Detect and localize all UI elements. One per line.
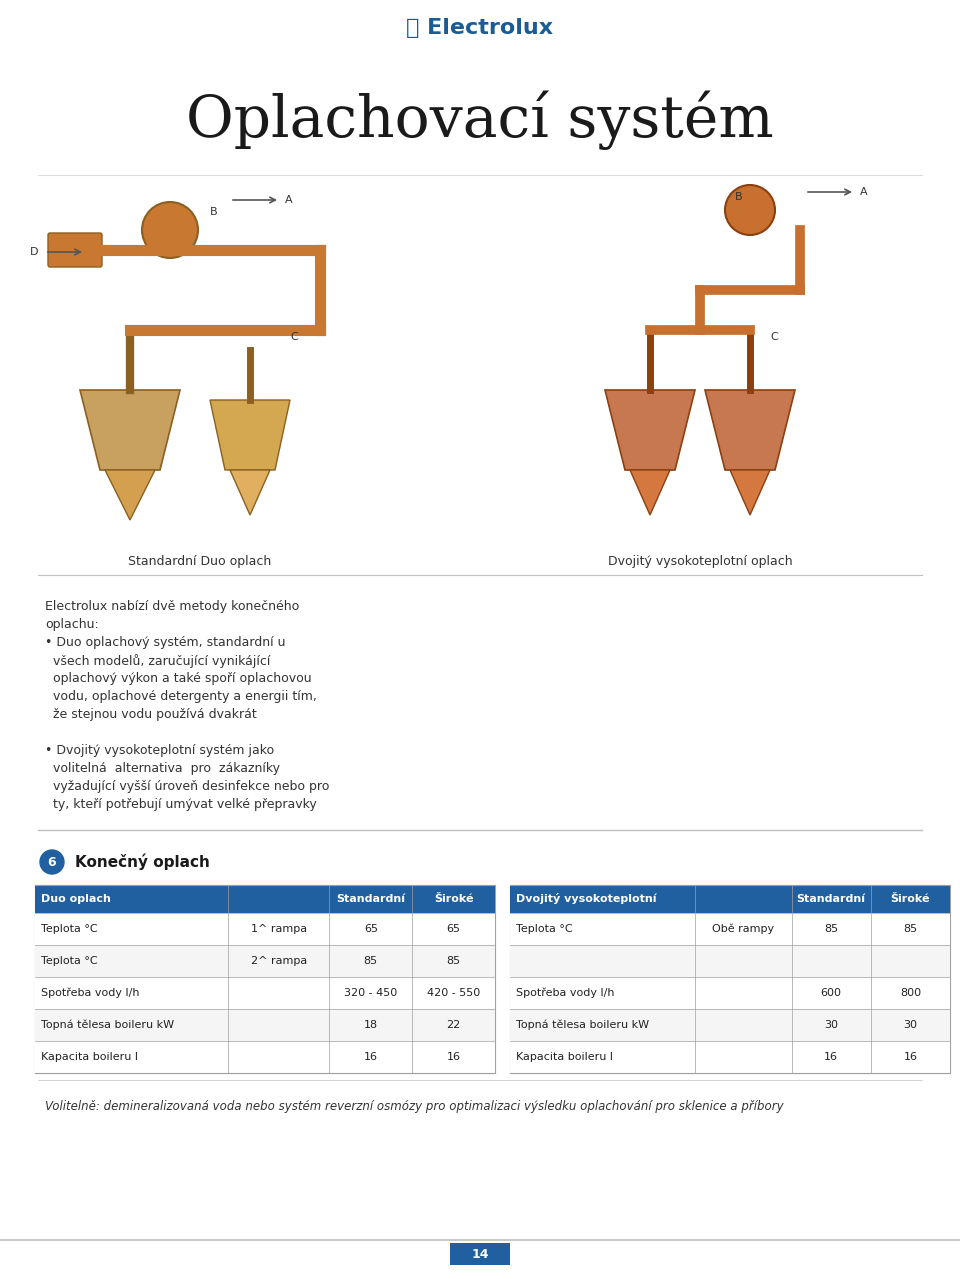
Text: 30: 30 xyxy=(825,1019,838,1030)
Text: C: C xyxy=(290,333,298,341)
Bar xyxy=(35,885,495,913)
Text: 420 - 550: 420 - 550 xyxy=(427,987,480,998)
Text: Duo oplach: Duo oplach xyxy=(41,894,110,904)
Text: Volitelně: demineralizovaná voda nebo systém reverzní osmózy pro optimalizaci vý: Volitelně: demineralizovaná voda nebo sy… xyxy=(45,1100,783,1113)
Polygon shape xyxy=(230,469,270,515)
Text: 16: 16 xyxy=(364,1053,378,1062)
Bar xyxy=(510,885,950,913)
Text: volitelná  alternativa  pro  zákazníky: volitelná alternativa pro zákazníky xyxy=(45,762,280,775)
Text: vodu, oplachové detergenty a energii tím,: vodu, oplachové detergenty a energii tím… xyxy=(45,689,317,703)
Text: 22: 22 xyxy=(446,1019,461,1030)
Text: Spotřeba vody l/h: Spotřeba vody l/h xyxy=(41,987,139,998)
Polygon shape xyxy=(210,400,290,469)
Text: Standardní: Standardní xyxy=(336,894,405,904)
Text: všech modelů, zaručující vynikájící: všech modelů, zaručující vynikájící xyxy=(45,654,271,668)
Text: 16: 16 xyxy=(446,1053,461,1062)
Text: 14: 14 xyxy=(471,1247,489,1261)
Text: že stejnou vodu používá dvakrát: že stejnou vodu používá dvakrát xyxy=(45,709,256,721)
Polygon shape xyxy=(605,390,695,469)
Text: Obě rampy: Obě rampy xyxy=(712,923,775,934)
Text: B: B xyxy=(210,207,218,217)
Text: Electrolux nabízí dvě metody konečného: Electrolux nabízí dvě metody konečného xyxy=(45,600,300,613)
Text: 65: 65 xyxy=(364,923,378,934)
Circle shape xyxy=(40,851,64,874)
Bar xyxy=(510,913,950,945)
Text: 30: 30 xyxy=(903,1019,918,1030)
Text: 85: 85 xyxy=(446,955,461,966)
Text: Standardní: Standardní xyxy=(797,894,866,904)
Bar xyxy=(510,945,950,977)
Text: Široké: Široké xyxy=(434,894,473,904)
Text: 85: 85 xyxy=(903,923,918,934)
Circle shape xyxy=(142,202,198,258)
Text: 85: 85 xyxy=(364,955,378,966)
Polygon shape xyxy=(105,469,155,521)
Text: 320 - 450: 320 - 450 xyxy=(345,987,397,998)
Bar xyxy=(35,977,495,1009)
Bar xyxy=(35,1009,495,1041)
FancyBboxPatch shape xyxy=(48,233,102,267)
Polygon shape xyxy=(705,390,795,469)
Text: 65: 65 xyxy=(446,923,461,934)
Bar xyxy=(35,1041,495,1073)
Text: Teplota °C: Teplota °C xyxy=(516,923,572,934)
Bar xyxy=(35,885,495,1073)
Text: Topná tělesa boileru kW: Topná tělesa boileru kW xyxy=(516,1019,649,1031)
Text: oplachu:: oplachu: xyxy=(45,618,99,631)
Text: Dvojitý vysokoteplotní: Dvojitý vysokoteplotní xyxy=(516,894,657,904)
Text: 1^ rampa: 1^ rampa xyxy=(251,923,307,934)
Bar xyxy=(510,977,950,1009)
Text: 2^ rampa: 2^ rampa xyxy=(251,955,307,966)
Bar xyxy=(35,945,495,977)
Text: • Dvojitý vysokoteplotní systém jako: • Dvojitý vysokoteplotní systém jako xyxy=(45,744,275,757)
Text: vyžadující vyšší úroveň desinfekce nebo pro: vyžadující vyšší úroveň desinfekce nebo … xyxy=(45,780,329,793)
Text: 18: 18 xyxy=(364,1019,378,1030)
Text: • Duo oplachový systém, standardní u: • Duo oplachový systém, standardní u xyxy=(45,636,285,648)
Text: C: C xyxy=(770,333,778,341)
Text: Teplota °C: Teplota °C xyxy=(41,955,98,966)
Text: B: B xyxy=(735,192,743,202)
Text: Kapacita boileru l: Kapacita boileru l xyxy=(41,1053,138,1062)
Text: 600: 600 xyxy=(821,987,842,998)
Text: D: D xyxy=(30,247,38,257)
Text: ⦾ Electrolux: ⦾ Electrolux xyxy=(406,18,554,38)
Text: 16: 16 xyxy=(903,1053,918,1062)
Text: Topná tělesa boileru kW: Topná tělesa boileru kW xyxy=(41,1019,174,1031)
Text: 16: 16 xyxy=(825,1053,838,1062)
Text: 6: 6 xyxy=(48,856,57,868)
Polygon shape xyxy=(730,469,770,515)
Text: 85: 85 xyxy=(824,923,838,934)
Text: Kapacita boileru l: Kapacita boileru l xyxy=(516,1053,613,1062)
Bar xyxy=(35,913,495,945)
Text: Dvojitý vysokoteplotní oplach: Dvojitý vysokoteplotní oplach xyxy=(608,555,792,568)
Text: A: A xyxy=(285,194,293,205)
Text: oplachový výkon a také spoří oplachovou: oplachový výkon a také spoří oplachovou xyxy=(45,671,312,686)
Polygon shape xyxy=(80,390,180,469)
Text: Konečný oplach: Konečný oplach xyxy=(75,854,210,870)
Text: A: A xyxy=(860,187,868,197)
Circle shape xyxy=(725,185,775,235)
Polygon shape xyxy=(630,469,670,515)
Text: Standardní Duo oplach: Standardní Duo oplach xyxy=(129,555,272,568)
Text: Široké: Široké xyxy=(891,894,930,904)
Text: Oplachovací systém: Oplachovací systém xyxy=(186,91,774,150)
Text: Spotřeba vody l/h: Spotřeba vody l/h xyxy=(516,987,614,998)
Text: Teplota °C: Teplota °C xyxy=(41,923,98,934)
Text: 800: 800 xyxy=(900,987,921,998)
Bar xyxy=(510,1041,950,1073)
Bar xyxy=(510,1009,950,1041)
Text: ty, kteří potřebují umývat velké přepravky: ty, kteří potřebují umývat velké přeprav… xyxy=(45,798,317,811)
Bar xyxy=(450,1243,510,1265)
Bar xyxy=(510,885,950,1073)
